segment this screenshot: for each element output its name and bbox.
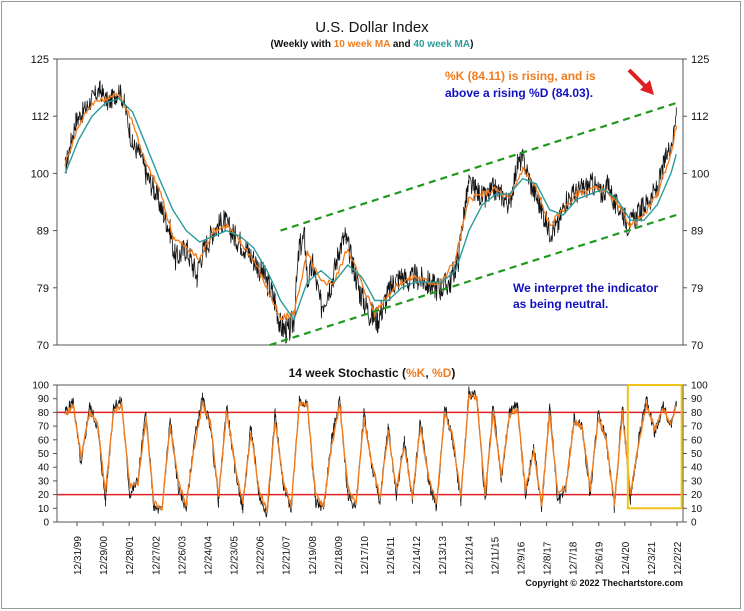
stoch-y-tick-label-left: 90 — [38, 394, 50, 405]
copyright-text: Copyright © 2022 Thechartstore.com — [525, 578, 683, 588]
price-y-axis: 70 70 79 79 89 89 100 100 112 112 125 125 — [31, 54, 710, 352]
x-tick-label: 12/3/21 — [647, 541, 658, 575]
annotation-above: above a rising — [445, 86, 529, 100]
annotation-k-rising: is rising, and is — [505, 69, 596, 83]
stoch-y-tick-label-left: 0 — [43, 518, 49, 529]
subtitle-prefix: (Weekly with — [271, 39, 334, 50]
price-y-tick-label-right: 112 — [691, 111, 709, 123]
stoch-y-tick-label-right: 70 — [691, 422, 703, 433]
x-tick-label: 12/26/03 — [177, 536, 188, 575]
price-y-tick-label-right: 79 — [691, 283, 703, 295]
annotation-k-line2: above a rising %D (84.03). — [445, 86, 593, 100]
stoch-y-tick-label-left: 100 — [32, 381, 49, 392]
price-y-tick-label-left: 89 — [37, 226, 49, 238]
price-y-tick-label-left: 79 — [37, 283, 49, 295]
stochastic-y-axis: 0 0 10 10 20 20 30 30 40 40 50 50 60 60 70 70 80 80 90 90 10… — [32, 381, 708, 529]
price-y-tick-label-left: 100 — [31, 168, 49, 180]
x-tick-label: 12/4/20 — [621, 541, 632, 575]
stoch-title-d: %D — [432, 366, 452, 380]
stoch-y-tick-label-left: 10 — [38, 504, 50, 515]
x-tick-label: 12/17/10 — [360, 536, 371, 575]
price-y-tick-label-left: 125 — [31, 54, 49, 66]
price-series-line — [64, 80, 677, 344]
subtitle-ma40: 40 week MA — [413, 39, 470, 50]
x-tick-label: 12/23/05 — [230, 536, 241, 575]
x-tick-label: 12/18/09 — [334, 536, 345, 575]
stoch-y-tick-label-right: 30 — [691, 476, 703, 487]
x-tick-label: 12/13/13 — [438, 536, 449, 575]
chart-title: U.S. Dollar Index — [315, 19, 429, 36]
x-tick-label: 12/31/99 — [73, 536, 84, 575]
stoch-y-tick-label-left: 50 — [38, 449, 50, 460]
x-tick-label: 12/14/12 — [412, 536, 423, 575]
price-y-tick-label-left: 112 — [31, 111, 49, 123]
subtitle-ma10: 10 week MA — [334, 39, 390, 50]
stoch-title-k: %K — [406, 366, 426, 380]
stoch-y-tick-label-right: 90 — [691, 394, 703, 405]
stoch-title-prefix: 14 week Stochastic ( — [289, 366, 406, 380]
chart-subtitle: (Weekly with 10 week MA and 40 week MA) — [271, 39, 474, 50]
x-tick-label: 12/8/17 — [543, 541, 554, 575]
x-tick-label: 12/21/07 — [282, 536, 293, 575]
annotation-interpret-line1: We interpret the indicator — [513, 281, 658, 295]
annotation-d-value: %D (84.03). — [529, 86, 593, 100]
x-tick-label: 12/7/18 — [569, 541, 580, 575]
x-tick-label: 12/24/04 — [203, 536, 214, 575]
stoch-title-sep: , — [425, 366, 432, 380]
price-y-tick-label-right: 100 — [691, 168, 709, 180]
x-tick-label: 12/6/19 — [595, 541, 606, 575]
subtitle-suffix: ) — [470, 39, 473, 50]
stoch-y-tick-label-right: 40 — [691, 463, 703, 474]
channel-upper-line — [280, 101, 677, 232]
stoch-y-tick-label-left: 20 — [38, 490, 50, 501]
price-y-tick-label-left: 70 — [37, 340, 49, 352]
x-tick-label: 12/16/11 — [386, 536, 397, 575]
stoch-title-suffix: ) — [451, 366, 455, 380]
x-tick-label: 12/27/02 — [151, 536, 162, 575]
stoch-y-tick-label-right: 100 — [691, 381, 708, 392]
x-tick-label: 12/29/00 — [99, 536, 110, 575]
stoch-y-tick-label-left: 40 — [38, 463, 50, 474]
price-y-tick-label-right: 125 — [691, 54, 709, 66]
stochastic-title: 14 week Stochastic (%K, %D) — [289, 366, 456, 380]
stoch-d-line — [64, 393, 677, 512]
stoch-y-tick-label-right: 20 — [691, 490, 703, 501]
stoch-y-tick-label-right: 60 — [691, 435, 703, 446]
annotation-k-line1: %K (84.11) is rising, and is — [445, 69, 596, 83]
x-tick-label: 12/22/06 — [256, 536, 267, 575]
x-tick-label: 12/2/22 — [673, 541, 684, 575]
annotation-interpret-line2: as being neutral. — [513, 297, 608, 311]
x-tick-label: 12/12/14 — [464, 536, 475, 575]
stoch-y-tick-label-left: 30 — [38, 476, 50, 487]
price-plot-area — [64, 80, 677, 347]
stochastic-plot-area — [57, 384, 683, 519]
ma40-series-line — [64, 97, 677, 321]
price-panel — [56, 58, 684, 346]
stoch-y-tick-label-left: 60 — [38, 435, 50, 446]
price-y-tick-label-right: 89 — [691, 226, 703, 238]
stoch-y-tick-label-right: 10 — [691, 504, 703, 515]
x-tick-label: 12/9/16 — [516, 541, 527, 575]
annotation-k-value: %K (84.11) — [445, 69, 505, 83]
ma10-series-line — [64, 92, 677, 321]
stoch-y-tick-label-right: 80 — [691, 408, 703, 419]
price-y-tick-label-right: 70 — [691, 340, 703, 352]
x-tick-label: 12/11/15 — [490, 536, 501, 575]
stoch-y-tick-label-left: 70 — [38, 422, 50, 433]
stoch-y-tick-label-right: 50 — [691, 449, 703, 460]
subtitle-middle: and — [390, 39, 413, 50]
red-arrow-icon — [627, 68, 654, 95]
stoch-y-tick-label-left: 80 — [38, 408, 50, 419]
stoch-y-tick-label-right: 0 — [691, 518, 697, 529]
x-tick-label: 12/19/08 — [308, 536, 319, 575]
x-tick-label: 12/28/01 — [125, 536, 136, 575]
x-axis: 12/31/99 12/29/00 12/28/01 12/27/02 12/26/03… — [73, 522, 684, 575]
stoch-highlight-box — [626, 384, 683, 510]
